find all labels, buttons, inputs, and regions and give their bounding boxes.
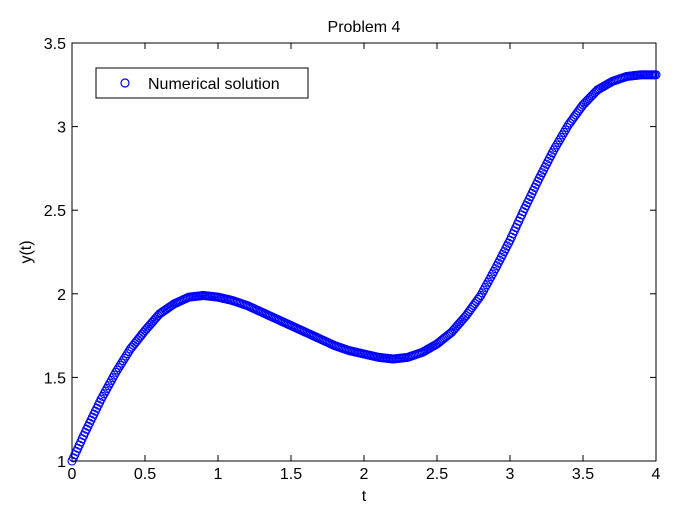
data-point [114, 363, 124, 373]
chart-title: Problem 4 [328, 19, 401, 36]
data-point [552, 140, 562, 150]
x-tick-label: 0.5 [134, 466, 156, 483]
data-point [112, 365, 122, 375]
y-tick-label: 3 [57, 120, 66, 137]
y-tick-label: 1 [57, 454, 66, 471]
data-point [558, 130, 568, 140]
legend-marker [120, 78, 130, 88]
y-tick-label: 2.5 [44, 203, 66, 220]
y-tick-label: 3.5 [44, 36, 66, 53]
data-point [559, 127, 569, 138]
x-axis-label: t [362, 488, 367, 505]
data-point [549, 145, 559, 155]
data-point [122, 349, 133, 359]
data-point [458, 314, 468, 324]
x-tick-label: 3.5 [572, 466, 594, 483]
data-point [556, 132, 566, 143]
plot-area [71, 42, 657, 462]
data-layer [67, 70, 661, 466]
data-point [651, 70, 661, 80]
legend-box [95, 67, 309, 99]
x-tick-label: 1.5 [280, 466, 302, 483]
data-point [115, 360, 125, 370]
y-tick-label: 2 [57, 287, 66, 304]
data-point [120, 353, 130, 363]
x-tick-label: 2 [360, 466, 369, 483]
data-point [474, 292, 484, 303]
legend-label: Numerical solution [148, 76, 280, 93]
data-point [111, 367, 121, 377]
data-point [118, 356, 128, 366]
x-tick-label: 1 [214, 466, 223, 483]
y-axis-label: y(t) [18, 240, 35, 263]
x-tick-label: 2.5 [426, 466, 448, 483]
y-tick-label: 1.5 [44, 370, 66, 387]
x-tick-label: 3 [506, 466, 515, 483]
data-point [121, 351, 131, 361]
data-point [562, 122, 572, 132]
data-point [553, 137, 563, 148]
data-point [117, 358, 127, 368]
data-point [560, 125, 571, 135]
data-point [550, 142, 560, 153]
legend: Numerical solution [95, 67, 309, 99]
ticks-layer: 0 0.5 1 1.5 2 2.5 3 3.5 4 1 1.5 2 2.5 3 3.5 [44, 36, 661, 483]
data-point [555, 135, 565, 145]
x-tick-label: 0 [68, 466, 77, 483]
x-tick-label: 4 [652, 466, 661, 483]
